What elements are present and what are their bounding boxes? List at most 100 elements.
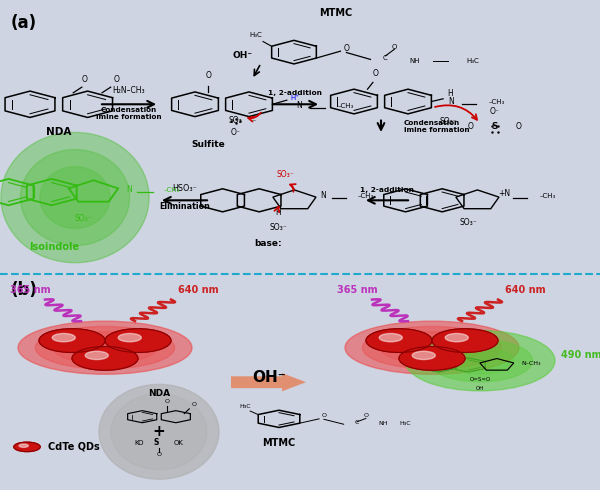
- Ellipse shape: [362, 326, 502, 369]
- Text: O⁻: O⁻: [230, 128, 241, 137]
- Circle shape: [39, 329, 105, 352]
- Text: CdTe QDs: CdTe QDs: [48, 442, 100, 452]
- Text: NH: NH: [378, 421, 388, 426]
- Text: N: N: [448, 98, 454, 106]
- Ellipse shape: [111, 394, 207, 470]
- Text: OK: OK: [174, 440, 184, 446]
- Circle shape: [445, 334, 469, 342]
- Text: +N: +N: [498, 189, 510, 198]
- Text: 1, 2-addition: 1, 2-addition: [268, 90, 322, 96]
- Text: O=S=O: O=S=O: [469, 377, 491, 382]
- Text: O: O: [373, 69, 379, 77]
- Ellipse shape: [1, 132, 149, 263]
- Text: MTMC: MTMC: [319, 8, 353, 18]
- Text: 365 nm: 365 nm: [10, 285, 50, 295]
- Ellipse shape: [20, 149, 130, 245]
- Text: 1, 2-addition: 1, 2-addition: [360, 187, 414, 193]
- Ellipse shape: [35, 326, 175, 369]
- Text: NDA: NDA: [148, 389, 170, 398]
- Text: O: O: [468, 122, 474, 131]
- Text: SO₃⁻: SO₃⁻: [440, 117, 457, 126]
- Text: N: N: [296, 100, 302, 110]
- Text: N–CH₃: N–CH₃: [521, 361, 541, 366]
- Text: O: O: [82, 75, 88, 84]
- Text: (a): (a): [11, 14, 37, 32]
- Text: –CH₃: –CH₃: [539, 193, 556, 198]
- Text: ⁻: ⁻: [251, 117, 256, 126]
- Ellipse shape: [345, 321, 519, 374]
- Text: OH: OH: [476, 386, 484, 391]
- Text: Condensation
imine formation: Condensation imine formation: [404, 120, 469, 133]
- Circle shape: [52, 334, 76, 342]
- Text: O⁻: O⁻: [490, 107, 500, 116]
- Text: –CH₃: –CH₃: [358, 193, 374, 198]
- Circle shape: [118, 334, 142, 342]
- Text: O: O: [165, 399, 170, 404]
- Text: 490 nm: 490 nm: [561, 350, 600, 361]
- Text: NH: NH: [409, 58, 420, 64]
- Circle shape: [14, 442, 40, 452]
- Text: O: O: [192, 402, 197, 407]
- Circle shape: [105, 329, 171, 352]
- Text: O: O: [206, 72, 211, 80]
- Text: (b): (b): [11, 281, 38, 299]
- Text: N: N: [320, 191, 326, 199]
- Text: MTMC: MTMC: [262, 438, 296, 448]
- Circle shape: [432, 329, 498, 352]
- Ellipse shape: [53, 332, 157, 364]
- Circle shape: [72, 346, 138, 370]
- Circle shape: [19, 444, 28, 447]
- Text: Isoindole: Isoindole: [29, 242, 80, 252]
- Ellipse shape: [40, 167, 110, 228]
- Text: Elimination: Elimination: [159, 202, 209, 211]
- Ellipse shape: [405, 330, 555, 391]
- FancyArrow shape: [231, 373, 306, 392]
- Text: base:: base:: [254, 240, 282, 248]
- Text: SO₃⁻: SO₃⁻: [269, 223, 287, 232]
- Ellipse shape: [99, 384, 219, 479]
- Text: O: O: [516, 122, 522, 131]
- Text: H₂N–CH₃: H₂N–CH₃: [113, 86, 145, 95]
- Text: H: H: [275, 208, 281, 217]
- Text: H₃C: H₃C: [399, 421, 410, 426]
- Circle shape: [399, 346, 465, 370]
- Text: H₃C: H₃C: [249, 32, 262, 38]
- Text: H₃C: H₃C: [239, 404, 251, 409]
- Text: KO: KO: [134, 440, 144, 446]
- Text: Condensation
imine formation: Condensation imine formation: [96, 107, 162, 120]
- Text: +: +: [152, 424, 166, 440]
- Text: 365 nm: 365 nm: [337, 285, 377, 295]
- Text: O: O: [113, 75, 119, 84]
- Text: OH⁻: OH⁻: [233, 51, 253, 60]
- Text: H₃C: H₃C: [466, 58, 479, 64]
- Text: HSO₃⁻: HSO₃⁻: [172, 184, 197, 193]
- Ellipse shape: [380, 332, 484, 364]
- Text: O: O: [364, 413, 368, 417]
- Text: SO₃: SO₃: [229, 116, 242, 125]
- Text: O: O: [322, 413, 326, 417]
- Circle shape: [366, 329, 432, 352]
- Text: O: O: [344, 45, 349, 53]
- Text: 640 nm: 640 nm: [505, 285, 545, 295]
- Text: O: O: [392, 44, 397, 50]
- Text: –CH₃: –CH₃: [489, 99, 505, 105]
- Text: O: O: [157, 451, 161, 457]
- Text: S: S: [154, 438, 158, 447]
- Text: SO₃⁻: SO₃⁻: [460, 218, 478, 226]
- Text: H⁺: H⁺: [290, 95, 299, 101]
- Ellipse shape: [427, 340, 533, 382]
- Text: 640 nm: 640 nm: [178, 285, 218, 295]
- Text: SO₃⁻: SO₃⁻: [277, 170, 295, 179]
- Circle shape: [412, 351, 435, 360]
- Text: N: N: [127, 185, 133, 194]
- Text: SO₃⁻: SO₃⁻: [74, 214, 92, 223]
- Text: C: C: [355, 420, 359, 425]
- Text: S: S: [492, 122, 498, 131]
- Text: NDA: NDA: [46, 126, 71, 137]
- Text: –CH₃: –CH₃: [164, 187, 180, 193]
- Circle shape: [85, 351, 108, 360]
- Text: H: H: [447, 89, 453, 98]
- Ellipse shape: [18, 321, 192, 374]
- Text: Sulfite: Sulfite: [191, 141, 226, 149]
- Text: –CH₃: –CH₃: [338, 102, 355, 109]
